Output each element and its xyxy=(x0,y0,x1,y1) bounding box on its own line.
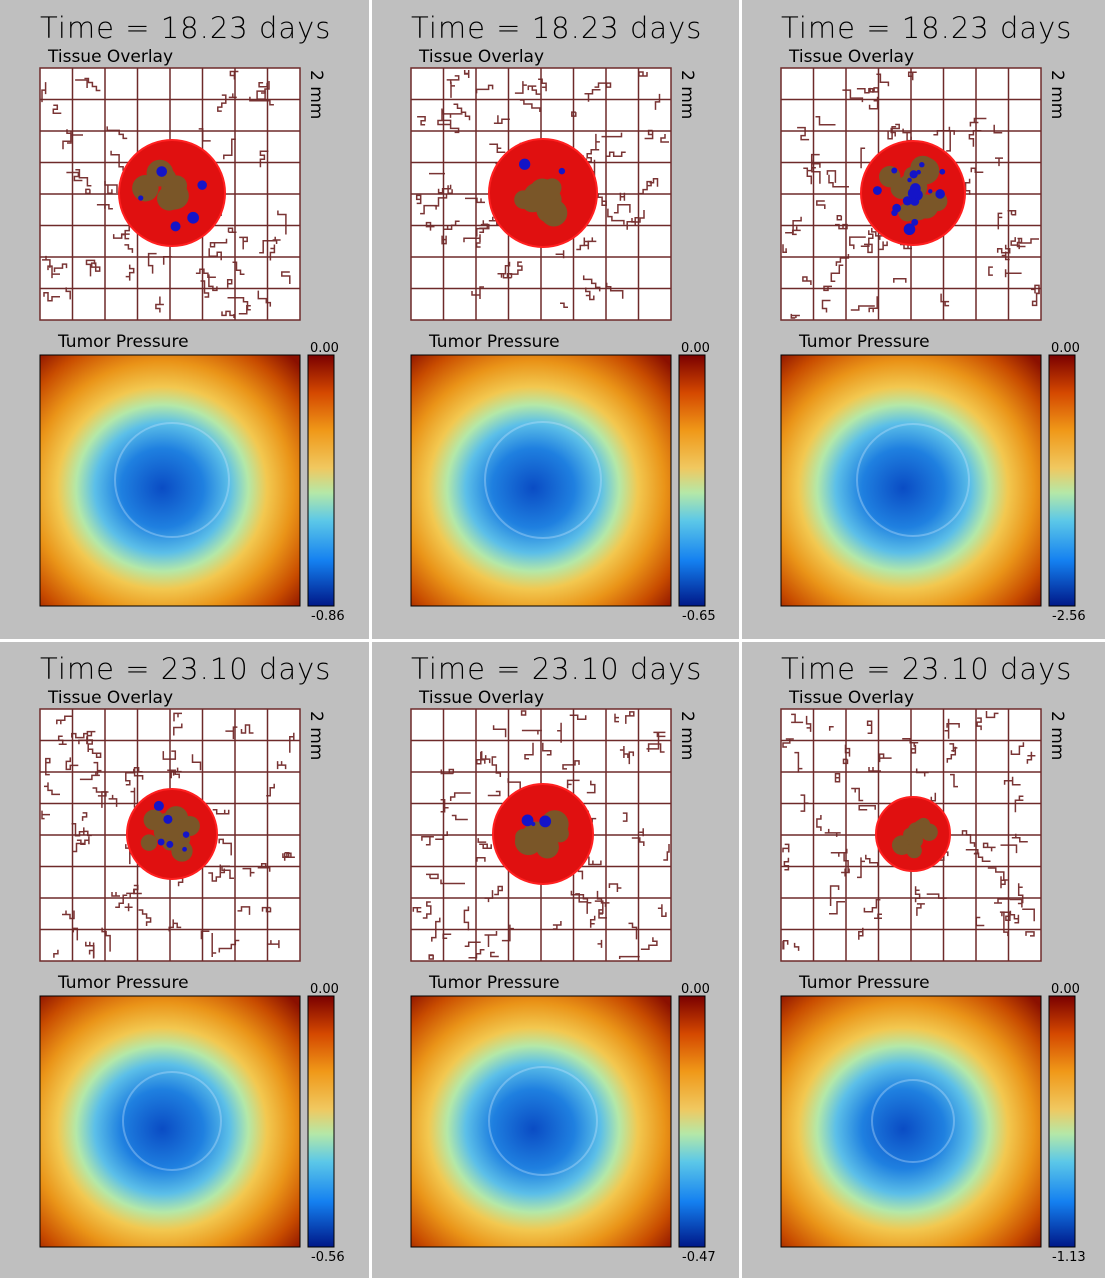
overlay-label: Tissue Overlay xyxy=(418,47,544,67)
hypoxic-cells xyxy=(197,180,206,189)
necrotic-core xyxy=(920,824,937,841)
colorbar-max: 0.00 xyxy=(1051,982,1080,997)
pressure-label: Tumor Pressure xyxy=(798,332,930,352)
hypoxic-cells xyxy=(919,162,924,167)
pressure-map xyxy=(411,996,671,1247)
panel-title: Time = 18.23 days xyxy=(411,11,702,45)
panel-title: Time = 23.10 days xyxy=(781,652,1072,686)
pressure-map xyxy=(411,355,671,606)
scale-label: 2 mm xyxy=(306,711,326,760)
overlay-label: Tissue Overlay xyxy=(418,688,544,708)
separator xyxy=(0,639,1105,642)
hypoxic-cells xyxy=(531,822,535,826)
hypoxic-cells xyxy=(519,159,530,170)
pressure-map xyxy=(781,355,1041,606)
hypoxic-cells xyxy=(171,221,181,231)
colorbar xyxy=(679,996,705,1247)
hypoxic-cells xyxy=(138,195,143,200)
hypoxic-cells xyxy=(187,212,199,224)
necrotic-core xyxy=(154,822,174,842)
pressure-label: Tumor Pressure xyxy=(428,332,560,352)
colorbar-min: -0.56 xyxy=(311,1250,345,1265)
pressure-label: Tumor Pressure xyxy=(57,973,189,993)
hypoxic-cells xyxy=(939,169,945,175)
hypoxic-cells xyxy=(559,168,565,174)
hypoxic-cells xyxy=(183,831,189,837)
panel: Time = 18.23 daysTissue Overlay 2 mm Tumor… xyxy=(411,11,716,624)
hypoxic-cells xyxy=(182,847,187,852)
pressure-label: Tumor Pressure xyxy=(798,973,930,993)
scale-label: 2 mm xyxy=(1047,711,1067,760)
colorbar-max: 0.00 xyxy=(1051,341,1080,356)
hypoxic-cells xyxy=(873,186,882,195)
panel-title: Time = 23.10 days xyxy=(40,652,331,686)
scale-label: 2 mm xyxy=(306,70,326,119)
hypoxic-cells xyxy=(908,188,919,199)
hypoxic-cells xyxy=(166,841,173,848)
colorbar-max: 0.00 xyxy=(310,982,339,997)
scale-label: 2 mm xyxy=(1047,70,1067,119)
panel: Time = 18.23 daysTissue Overlay 2 mm Tumor… xyxy=(40,11,345,624)
panel: Time = 23.10 daysTissue Overlay 2 mm Tumor… xyxy=(781,652,1086,1265)
colorbar-max: 0.00 xyxy=(681,982,710,997)
overlay-label: Tissue Overlay xyxy=(788,688,914,708)
hypoxic-cells xyxy=(163,815,172,824)
hypoxic-cells xyxy=(891,210,897,216)
colorbar xyxy=(308,355,334,606)
hypoxic-cells xyxy=(928,189,932,193)
necrotic-core xyxy=(531,835,548,852)
necrotic-core xyxy=(521,190,544,213)
colorbar-max: 0.00 xyxy=(310,341,339,356)
necrotic-core xyxy=(912,157,939,184)
pressure-label: Tumor Pressure xyxy=(428,973,560,993)
panel: Time = 23.10 daysTissue Overlay 2 mm Tumor… xyxy=(411,652,716,1265)
pressure-map xyxy=(40,996,300,1247)
colorbar-min: -2.56 xyxy=(1052,609,1086,624)
necrotic-core xyxy=(180,816,200,836)
colorbar-min: -1.13 xyxy=(1052,1250,1086,1265)
hypoxic-cells xyxy=(935,189,945,199)
colorbar-min: -0.65 xyxy=(682,609,716,624)
colorbar-min: -0.47 xyxy=(682,1250,716,1265)
hypoxic-cells xyxy=(158,839,165,846)
colorbar-min: -0.86 xyxy=(311,609,345,624)
panel-title: Time = 18.23 days xyxy=(40,11,331,45)
necrotic-core xyxy=(141,834,158,851)
colorbar xyxy=(679,355,705,606)
scale-label: 2 mm xyxy=(677,711,697,760)
hypoxic-cells xyxy=(154,801,164,811)
necrotic-core xyxy=(551,825,569,843)
body: Time = 18.23 daysTissue Overlay2 mmTumor… xyxy=(0,0,1105,1278)
scale-label: 2 mm xyxy=(677,70,697,119)
hypoxic-cells xyxy=(891,168,897,174)
necrotic-core xyxy=(903,828,916,841)
necrotic-core xyxy=(171,840,192,861)
hypoxic-cells xyxy=(916,170,921,175)
hypoxic-cells xyxy=(907,178,912,183)
colorbar-max: 0.00 xyxy=(681,341,710,356)
overlay-label: Tissue Overlay xyxy=(47,688,173,708)
hypoxic-cells xyxy=(904,223,916,235)
colorbar xyxy=(308,996,334,1247)
page: Tumor simulation panels {"panels": [ {"t… xyxy=(0,0,1105,1278)
hypoxic-cells xyxy=(156,166,167,177)
pressure-label: Tumor Pressure xyxy=(57,332,189,352)
figure: Time = 18.23 daysTissue Overlay2 mmTumor… xyxy=(0,0,1105,1278)
necrotic-core xyxy=(165,184,184,203)
overlay-label: Tissue Overlay xyxy=(788,47,914,67)
panel-title: Time = 18.23 days xyxy=(781,11,1072,45)
overlay-label: Tissue Overlay xyxy=(47,47,173,67)
panel-title: Time = 23.10 days xyxy=(411,652,702,686)
pressure-map xyxy=(40,355,300,606)
colorbar xyxy=(1049,996,1075,1247)
pressure-map xyxy=(781,996,1041,1247)
hypoxic-cells xyxy=(539,816,551,828)
colorbar xyxy=(1049,355,1075,606)
necrotic-core xyxy=(906,843,921,858)
